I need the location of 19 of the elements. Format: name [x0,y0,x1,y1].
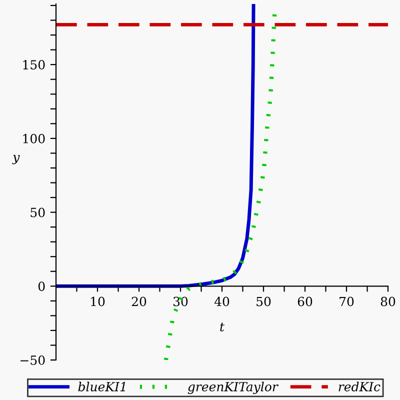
legend-label: redKIc [338,382,380,392]
y-tick-label: 0 [38,282,45,292]
y-tick-label: −50 [20,355,45,365]
x-tick-label: 10 [91,296,105,306]
x-tick-label: 50 [256,296,271,306]
line-series [56,4,256,288]
y-axis-title: y [12,154,20,164]
y-tick-label: 100 [23,134,45,144]
x-tick-label: 70 [340,296,354,306]
x-tick-label: 30 [174,296,188,306]
y-tick-label: 150 [23,60,45,70]
y-tick-label: 50 [30,208,45,218]
x-axis-title: t [220,322,225,332]
legend-label: blueKI1 [78,382,125,392]
x-tick-label: 80 [380,296,396,306]
x-tick-label: 40 [214,296,230,306]
legend-label: greenKITaylor [188,382,279,394]
x-tick-label: 60 [298,296,312,306]
x-tick-label: 20 [132,296,146,306]
